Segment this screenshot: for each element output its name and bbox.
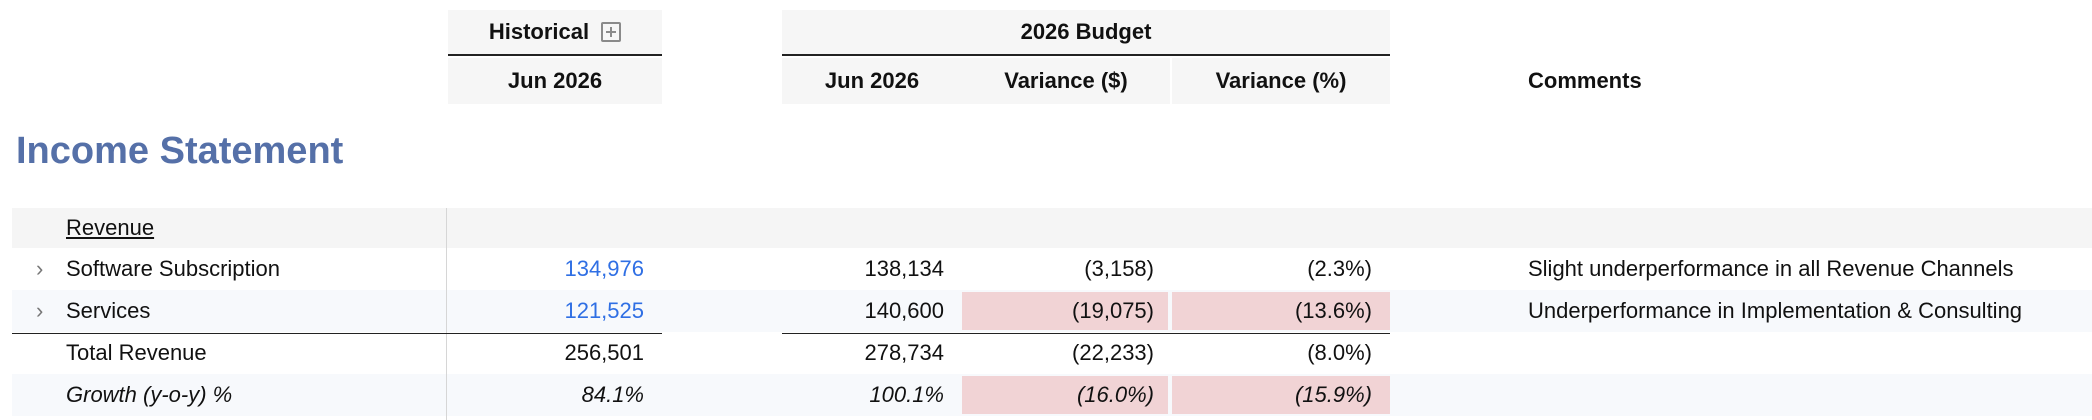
historical-month-header: Jun 2026 [448, 58, 662, 104]
variance-pct-software-subscription: (2.3%) [1307, 256, 1372, 281]
variance-abs-total-revenue: (22,233) [1072, 340, 1154, 365]
chevron-right-icon[interactable]: › [36, 256, 44, 281]
variance-pct-header: Variance (%) [1172, 58, 1390, 104]
variance-abs-services: (19,075) [962, 292, 1168, 330]
row-label-software-subscription: Software Subscription [66, 256, 280, 281]
budget-value-software-subscription: 138,134 [864, 256, 944, 281]
variance-abs-software-subscription: (3,158) [1084, 256, 1154, 281]
historical-value-growth: 84.1% [581, 382, 644, 407]
budget-group-header: 2026 Budget [782, 10, 1390, 56]
variance-abs-header: Variance ($) [962, 58, 1170, 104]
historical-value-total-revenue: 256,501 [564, 340, 644, 365]
section-label-revenue: Revenue [66, 215, 155, 240]
variance-abs-growth: (16.0%) [962, 376, 1168, 414]
row-label-growth: Growth (y-o-y) % [66, 382, 233, 407]
historical-value-services[interactable]: 121,525 [564, 298, 644, 323]
row-label-services: Services [66, 298, 151, 323]
variance-pct-label: Variance (%) [1215, 68, 1347, 93]
expand-plus-icon[interactable] [601, 22, 622, 42]
label-column-divider [446, 208, 447, 420]
comment-services[interactable]: Underperformance in Implementation & Con… [1528, 298, 2023, 323]
historical-month-label: Jun 2026 [507, 68, 603, 93]
chevron-right-icon[interactable]: › [36, 298, 44, 323]
total-rule-label [12, 333, 662, 334]
budget-value-total-revenue: 278,734 [864, 340, 944, 365]
budget-month-label: Jun 2026 [824, 68, 920, 93]
variance-pct-services: (13.6%) [1172, 292, 1390, 330]
variance-pct-total-revenue: (8.0%) [1307, 340, 1372, 365]
total-rule-budget [782, 333, 1390, 334]
historical-group-header: Historical [448, 10, 662, 56]
variance-pct-growth: (15.9%) [1172, 376, 1390, 414]
historical-value-software-subscription[interactable]: 134,976 [564, 256, 644, 281]
row-label-total-revenue: Total Revenue [66, 340, 207, 365]
budget-value-services: 140,600 [864, 298, 944, 323]
budget-group-label: 2026 Budget [1020, 19, 1152, 44]
comments-header: Comments [1528, 68, 1642, 93]
variance-abs-label: Variance ($) [1004, 68, 1128, 93]
page-title: Income Statement [16, 130, 344, 172]
historical-group-label: Historical [488, 19, 590, 44]
section-row-revenue [12, 208, 2092, 248]
budget-month-header: Jun 2026 [782, 58, 962, 104]
comment-software-subscription[interactable]: Slight underperformance in all Revenue C… [1528, 256, 2014, 281]
budget-value-growth: 100.1% [869, 382, 944, 407]
